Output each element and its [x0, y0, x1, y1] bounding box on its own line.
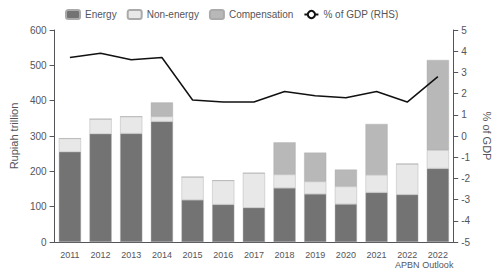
svg-text:500: 500 — [30, 60, 47, 71]
svg-text:400: 400 — [30, 95, 47, 106]
svg-text:Non-energy: Non-energy — [147, 9, 199, 20]
svg-text:% of GDP (RHS): % of GDP (RHS) — [323, 9, 398, 20]
svg-text:2020: 2020 — [336, 250, 356, 260]
svg-text:2022: 2022 — [428, 250, 448, 260]
svg-text:0: 0 — [41, 237, 47, 248]
svg-text:-5: -5 — [461, 237, 470, 248]
svg-text:2014: 2014 — [152, 250, 172, 260]
svg-text:2018: 2018 — [275, 250, 295, 260]
svg-text:2012: 2012 — [91, 250, 111, 260]
svg-text:600: 600 — [30, 25, 47, 36]
svg-text:2015: 2015 — [183, 250, 203, 260]
svg-text:-1: -1 — [461, 152, 470, 163]
svg-text:2: 2 — [461, 88, 467, 99]
svg-text:-3: -3 — [461, 194, 470, 205]
svg-text:2019: 2019 — [305, 250, 325, 260]
svg-text:100: 100 — [30, 201, 47, 212]
svg-text:APBN: APBN — [395, 260, 420, 270]
svg-text:Outlook: Outlook — [422, 260, 454, 270]
svg-text:4: 4 — [461, 46, 467, 57]
svg-text:2011: 2011 — [60, 250, 79, 260]
svg-text:Rupiah trillion: Rupiah trillion — [8, 103, 20, 170]
svg-text:Compensation: Compensation — [229, 9, 293, 20]
svg-text:2013: 2013 — [121, 250, 141, 260]
svg-text:200: 200 — [30, 166, 47, 177]
svg-text:-4: -4 — [461, 215, 470, 226]
svg-text:300: 300 — [30, 131, 47, 142]
svg-text:2016: 2016 — [213, 250, 233, 260]
svg-text:2022: 2022 — [397, 250, 417, 260]
svg-text:5: 5 — [461, 25, 467, 36]
svg-text:2017: 2017 — [244, 250, 264, 260]
svg-text:% of GDP: % of GDP — [481, 112, 493, 161]
svg-text:3: 3 — [461, 67, 467, 78]
svg-text:0: 0 — [461, 131, 467, 142]
svg-text:-2: -2 — [461, 173, 470, 184]
svg-text:Energy: Energy — [85, 9, 117, 20]
svg-text:2021: 2021 — [367, 250, 387, 260]
svg-text:1: 1 — [461, 109, 467, 120]
